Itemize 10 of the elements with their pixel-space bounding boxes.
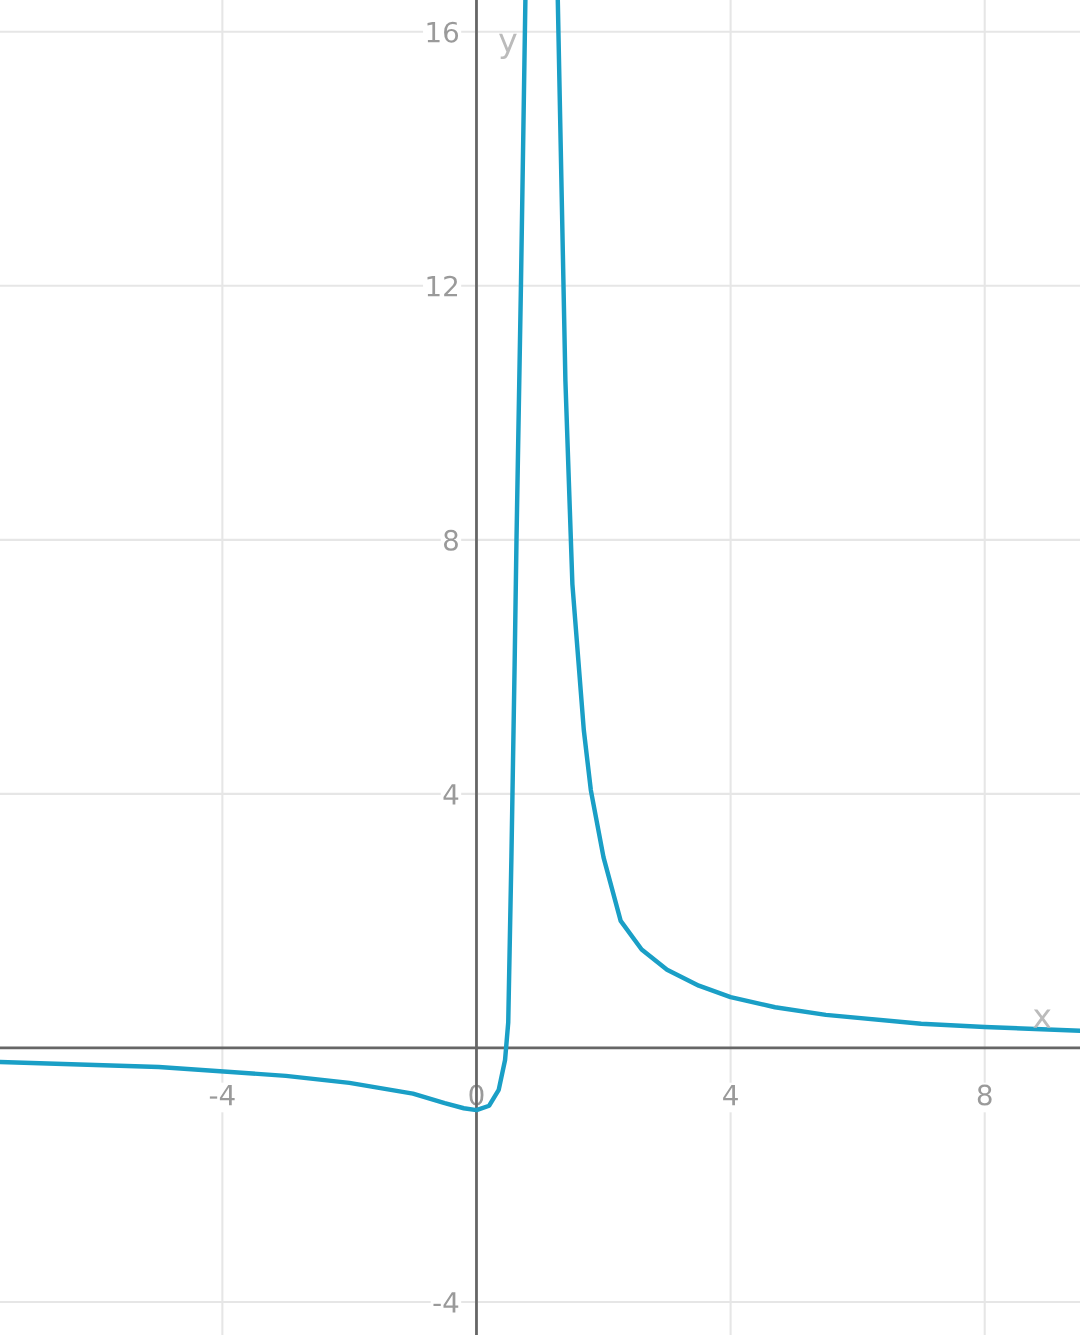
y-axis-title: y [499,33,517,59]
y-tick-label: 8 [444,529,458,551]
x-tick-label: -4 [209,1084,235,1106]
y-tick-label: 12 [427,275,458,297]
x-tick-label: 4 [723,1084,738,1106]
x-axis-title: x [1033,1009,1051,1028]
x-tick-label: 8 [977,1084,992,1106]
y-tick-label: -4 [433,1292,459,1313]
y-tick-label: 16 [427,21,459,43]
y-tick-label: 4 [443,784,459,805]
